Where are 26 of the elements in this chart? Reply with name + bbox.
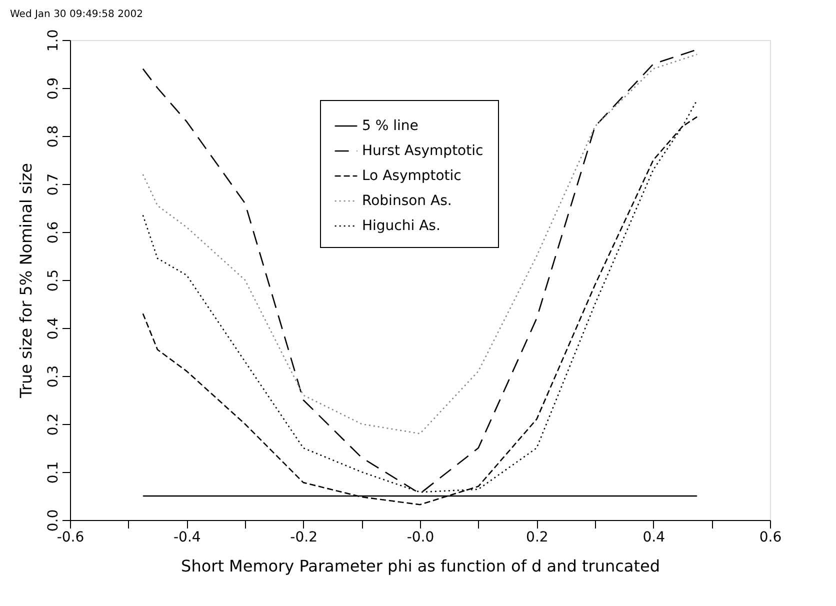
y-tick-label: 0.6 (46, 221, 62, 244)
x-tick-label: 0.4 (642, 530, 666, 546)
x-tick-label: -0.6 (56, 530, 84, 546)
y-axis-title: True size for 5% Nominal size (16, 162, 36, 400)
y-tick-label: 0.5 (46, 269, 62, 292)
x-tick-label: -0.2 (290, 530, 318, 546)
legend-label: Robinson As. (362, 193, 452, 209)
legend-label: Higuchi As. (362, 218, 440, 234)
x-tick-label: 0.6 (759, 530, 782, 546)
x-tick-label: -0.4 (174, 530, 201, 546)
x-tick-label: -0.0 (406, 530, 434, 546)
y-tick-label: 1.0 (46, 29, 62, 52)
y-tick-label: 0.7 (46, 173, 62, 196)
legend-label: Lo Asymptotic (362, 168, 462, 184)
y-tick-label: 0.4 (46, 317, 62, 340)
text: Wed Jan 30 09:49:58 2002 (10, 8, 144, 20)
y-tick-label: 0.8 (46, 125, 62, 148)
y-tick-label: 0.9 (46, 77, 62, 100)
legend-label: 5 % line (362, 118, 418, 134)
x-axis-title: Short Memory Parameter phi as function of d and truncated (181, 556, 660, 576)
legend-label: Hurst Asymptotic (362, 143, 484, 159)
y-tick-label: 0.3 (46, 365, 62, 388)
x-tick-label: 0.2 (526, 530, 548, 546)
y-tick-label: 0.1 (46, 461, 62, 484)
y-tick-label: 0.0 (46, 509, 62, 532)
y-tick-label: 0.2 (46, 413, 62, 436)
